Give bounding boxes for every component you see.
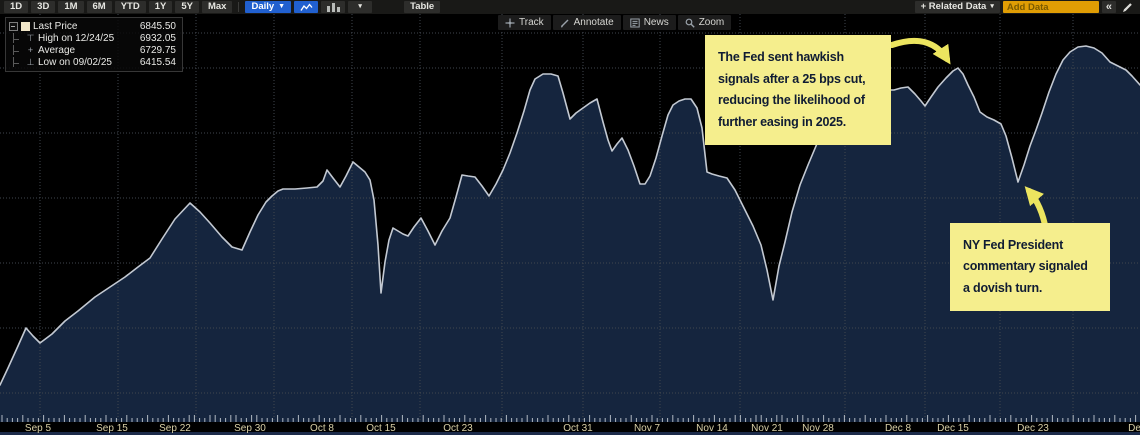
table-button[interactable]: Table bbox=[404, 1, 441, 13]
x-axis-label: Sep 5 bbox=[25, 423, 52, 434]
frequency-dropdown[interactable]: Daily ▼ bbox=[245, 1, 292, 13]
annotation-box-fed-hawkish[interactable]: The Fed sent hawkish signals after a 25 … bbox=[705, 35, 891, 145]
legend-row-low[interactable]: ⊥ Low on 09/02/25 6415.54 bbox=[9, 56, 176, 68]
annotate-button[interactable]: Annotate bbox=[552, 15, 621, 30]
legend-row-average[interactable]: + Average 6729.75 bbox=[9, 44, 176, 56]
legend-label: High on 12/24/25 bbox=[38, 32, 115, 44]
x-axis-label: Oct 31 bbox=[563, 423, 593, 434]
x-axis-label: Sep 22 bbox=[159, 423, 191, 434]
legend-row-high[interactable]: ⊤ High on 12/24/25 6932.05 bbox=[9, 32, 176, 44]
x-axis-label: Nov 14 bbox=[696, 423, 728, 434]
zoom-label: Zoom bbox=[698, 17, 725, 28]
line-chart-icon bbox=[300, 2, 313, 11]
track-button[interactable]: Track bbox=[498, 15, 551, 30]
chart-type-more-button[interactable]: ▾ bbox=[348, 1, 373, 13]
annotation-arrow bbox=[889, 37, 951, 65]
track-icon bbox=[505, 18, 515, 27]
x-axis-label: Oct 8 bbox=[310, 423, 334, 434]
period-button-1m[interactable]: 1M bbox=[58, 1, 84, 13]
x-axis-label: Dec 15 bbox=[937, 423, 969, 434]
period-button-6m[interactable]: 6M bbox=[86, 1, 112, 13]
legend-panel: Last Price 6845.50 ⊤ High on 12/24/25 69… bbox=[5, 17, 183, 72]
annotate-icon bbox=[560, 19, 569, 27]
legend-value: 6932.05 bbox=[139, 32, 176, 44]
legend-row-last-price[interactable]: Last Price 6845.50 bbox=[9, 20, 176, 32]
legend-label: Low on 09/02/25 bbox=[38, 56, 112, 68]
period-button-1d[interactable]: 1D bbox=[4, 1, 29, 13]
frequency-label: Daily bbox=[251, 1, 275, 12]
x-axis-label: Sep 15 bbox=[96, 423, 128, 434]
line-chart-type-button[interactable] bbox=[294, 1, 319, 13]
chart-toolbar: Track Annotate News Zoom bbox=[498, 15, 732, 30]
x-axis-label: Dec bbox=[1128, 423, 1140, 434]
caret-down-icon: ▾ bbox=[358, 3, 362, 10]
add-data-input[interactable] bbox=[1002, 1, 1099, 13]
x-axis-label: Nov 7 bbox=[634, 423, 661, 434]
bar-chart-icon bbox=[326, 2, 340, 12]
annotation-text: NY Fed President commentary signaled a d… bbox=[963, 238, 1088, 295]
low-marker-icon: ⊥ bbox=[26, 56, 35, 67]
period-button-5y[interactable]: 5Y bbox=[175, 1, 199, 13]
x-axis-label: Nov 21 bbox=[751, 423, 783, 434]
annotate-label: Annotate bbox=[573, 17, 614, 28]
track-label: Track bbox=[519, 17, 544, 28]
legend-label: Average bbox=[38, 44, 76, 56]
related-data-label: + Related Data bbox=[920, 1, 987, 12]
tree-connector bbox=[13, 33, 24, 43]
period-button-max[interactable]: Max bbox=[201, 1, 233, 13]
x-axis-label: Nov 28 bbox=[802, 423, 834, 434]
x-axis-label: Dec 23 bbox=[1017, 423, 1049, 434]
annotation-text: The Fed sent hawkish signals after a 25 … bbox=[718, 50, 866, 129]
legend-label: Last Price bbox=[33, 20, 78, 32]
news-label: News bbox=[643, 17, 669, 28]
annotation-box-ny-fed[interactable]: NY Fed President commentary signaled a d… bbox=[950, 223, 1110, 311]
news-icon bbox=[629, 18, 640, 27]
period-button-ytd[interactable]: YTD bbox=[114, 1, 146, 13]
toolbar-separator bbox=[238, 2, 240, 12]
legend-value: 6729.75 bbox=[139, 44, 176, 56]
top-toolbar: 1D 3D 1M 6M YTD 1Y 5Y Max Daily ▼ ▾ Tabl… bbox=[0, 0, 1140, 14]
high-marker-icon: ⊤ bbox=[26, 32, 35, 43]
x-axis-label: Sep 30 bbox=[234, 423, 266, 434]
caret-down-icon: ▼ bbox=[278, 3, 286, 10]
edit-button[interactable] bbox=[1119, 2, 1136, 13]
x-axis-label: Dec 8 bbox=[885, 423, 912, 434]
period-button-3d[interactable]: 3D bbox=[31, 1, 56, 13]
axis-label-strip bbox=[0, 422, 1140, 433]
price-line bbox=[0, 45, 1140, 386]
bar-chart-type-button[interactable] bbox=[321, 1, 346, 13]
tree-connector bbox=[13, 57, 24, 67]
x-axis-label: Oct 15 bbox=[366, 423, 396, 434]
zoom-icon bbox=[685, 18, 695, 28]
zoom-button[interactable]: Zoom bbox=[677, 15, 732, 30]
legend-value: 6845.50 bbox=[139, 20, 176, 32]
legend-value: 6415.54 bbox=[139, 56, 176, 68]
period-button-1y[interactable]: 1Y bbox=[148, 1, 173, 13]
x-axis-label: Oct 23 bbox=[443, 423, 473, 434]
series-swatch-icon bbox=[21, 21, 30, 31]
news-button[interactable]: News bbox=[622, 15, 676, 30]
expand-toggle-icon[interactable] bbox=[9, 21, 18, 31]
average-marker-icon: + bbox=[27, 44, 34, 55]
pencil-icon bbox=[1123, 2, 1132, 12]
axis-bottom-bar bbox=[0, 432, 1140, 435]
collapse-panel-button[interactable]: « bbox=[1101, 1, 1116, 13]
caret-down-icon: ▾ bbox=[990, 3, 994, 10]
tree-connector bbox=[13, 45, 24, 55]
related-data-button[interactable]: + Related Data ▾ bbox=[914, 1, 1000, 13]
